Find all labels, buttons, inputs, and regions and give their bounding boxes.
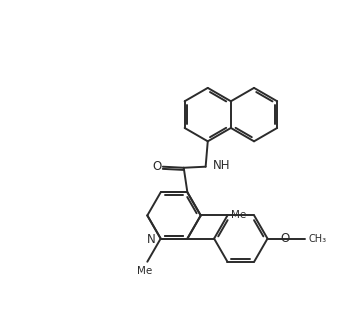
Text: N: N [147, 233, 156, 246]
Text: CH₃: CH₃ [309, 234, 327, 244]
Text: O: O [280, 232, 290, 245]
Text: NH: NH [212, 159, 230, 172]
Text: Me: Me [232, 210, 247, 220]
Text: O: O [152, 160, 161, 173]
Text: Me: Me [137, 266, 152, 276]
